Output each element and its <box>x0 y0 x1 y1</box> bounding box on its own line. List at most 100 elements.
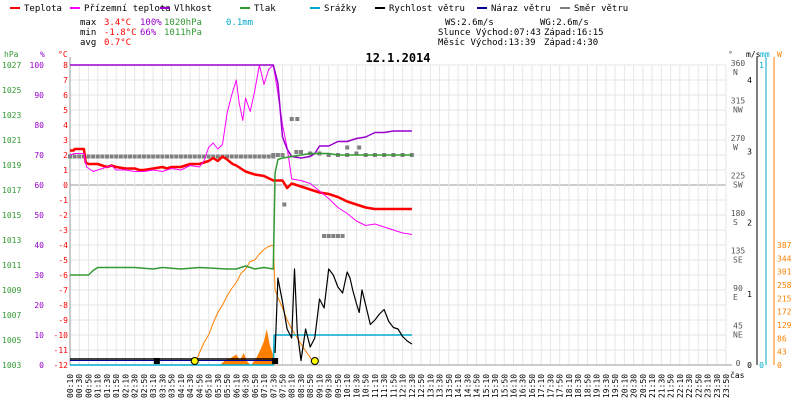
tick-dir-deg: 225 <box>731 172 746 181</box>
marker-sun <box>190 357 199 365</box>
direction-dot <box>211 154 216 159</box>
direction-dot <box>160 154 165 159</box>
direction-dot <box>294 150 299 154</box>
tick-time: 11:10 <box>371 374 380 398</box>
tick-time: 18:10 <box>565 374 574 398</box>
stats-avg-temp: 0.7°C <box>104 38 131 48</box>
stats-max-pres: 1020hPa <box>164 18 202 28</box>
axes: 876543210-1-2-3-4-5-6-7-8-9-10-11-1200:1… <box>2 50 792 398</box>
tick-time: 13:10 <box>426 374 435 398</box>
tick-ms: 4 <box>747 76 752 85</box>
stats-min-hum: 66% <box>140 28 157 38</box>
direction-dot <box>118 154 123 159</box>
tick-ms: 2 <box>747 219 752 228</box>
tick-time: 15:10 <box>482 374 491 398</box>
tick-dir-deg: 180 <box>731 209 746 218</box>
tick-dir-name: W <box>733 143 738 152</box>
tick-time: 11:30 <box>380 374 389 398</box>
direction-dot <box>215 154 220 159</box>
direction-dot <box>335 234 340 238</box>
tick-temp: -2 <box>58 211 68 220</box>
grid <box>69 64 727 366</box>
tick-time: 07:50 <box>279 374 288 398</box>
marker-moon <box>272 358 279 364</box>
tick-temp: 4 <box>63 121 68 130</box>
tick-time: 10:30 <box>352 374 361 398</box>
tick-temp: 6 <box>63 91 68 100</box>
stats-min-label: min <box>80 28 96 38</box>
direction-dot <box>234 154 239 159</box>
direction-dot <box>95 154 100 159</box>
tick-dir-name: NW <box>733 106 743 115</box>
tick-time: 19:50 <box>611 374 620 398</box>
tick-temp: -12 <box>54 361 69 370</box>
legend-label-srazky: Srážky <box>324 4 357 14</box>
direction-dot <box>206 154 211 159</box>
axis-label-temp: °C <box>58 50 68 59</box>
series-srazky <box>70 334 412 366</box>
tick-hpa: 1021 <box>2 136 21 145</box>
axis-label-w: W <box>777 50 782 59</box>
direction-dot <box>238 154 243 159</box>
direction-dot <box>178 154 183 159</box>
stats-slunce: Slunce Východ:07:43 <box>438 28 541 38</box>
direction-dot <box>326 153 331 157</box>
direction-dot <box>201 154 206 159</box>
stats-max-temp: 3.4°C <box>104 18 131 28</box>
tick-time: 23:30 <box>713 374 722 398</box>
tick-w: 86 <box>777 334 787 343</box>
tick-time: 17:30 <box>546 374 555 398</box>
tick-hpa: 1027 <box>2 61 21 70</box>
legend-label-teplota: Teplota <box>24 4 62 14</box>
tick-time: 22:50 <box>694 374 703 398</box>
tick-time: 10:50 <box>362 374 371 398</box>
tick-w: 387 <box>777 241 792 250</box>
tick-time: 09:10 <box>315 374 324 398</box>
tick-temp: -1 <box>58 196 68 205</box>
stats-mesic: Měsíc Východ:13:39 <box>438 38 536 48</box>
tick-time: 04:50 <box>195 374 204 398</box>
tick-temp: -7 <box>58 286 68 295</box>
tick-time: 04:10 <box>177 374 186 398</box>
legend-label-tlak: Tlak <box>254 4 276 14</box>
tick-ms: 1 <box>747 290 752 299</box>
direction-dot <box>104 154 109 159</box>
stats-panel: max 3.4°C 100% 1020hPa 0.1mm min -1.8°C … <box>80 18 604 48</box>
stats-ws: WS:2.6m/s <box>445 18 494 28</box>
tick-temp: -10 <box>54 331 69 340</box>
series-vlhkost <box>70 64 412 159</box>
tick-time: 00:10 <box>66 374 75 398</box>
tick-hpa: 1011 <box>2 261 21 270</box>
tick-temp: -11 <box>54 346 69 355</box>
tick-time: 21:10 <box>648 374 657 398</box>
tick-time: 17:10 <box>537 374 546 398</box>
tick-time: 16:50 <box>528 374 537 398</box>
direction-dot <box>77 154 82 159</box>
stats-wg: WG:2.6m/s <box>540 18 589 28</box>
tick-time: 23:50 <box>722 374 731 398</box>
direction-dot <box>331 234 336 238</box>
tick-mm: 1 <box>759 61 764 70</box>
tick-temp: 0 <box>63 181 68 190</box>
tick-time: 01:30 <box>103 374 112 398</box>
tick-w: 258 <box>777 281 792 290</box>
tick-time: 08:50 <box>306 374 315 398</box>
tick-time: 01:50 <box>112 374 121 398</box>
tick-time: 18:30 <box>574 374 583 398</box>
tick-w: 215 <box>777 294 792 303</box>
series-rain-total-area <box>219 329 276 365</box>
tick-w: 344 <box>777 254 792 263</box>
tick-temp: -9 <box>58 316 68 325</box>
tick-hpa: 1023 <box>2 111 21 120</box>
tick-hpa: 1019 <box>2 161 21 170</box>
direction-dot <box>357 145 362 150</box>
tick-time: 02:10 <box>121 374 130 398</box>
stats-max-hum: 100% <box>140 18 162 28</box>
tick-time: 11:50 <box>389 374 398 398</box>
axis-label-mm: mm <box>760 50 770 59</box>
legend-label-rychlost: Rychlost větru <box>389 4 465 14</box>
tick-dir-name: E <box>733 293 738 302</box>
tick-temp: 7 <box>63 76 68 85</box>
direction-dot <box>340 234 345 238</box>
tick-dir-deg: 315 <box>731 97 746 106</box>
